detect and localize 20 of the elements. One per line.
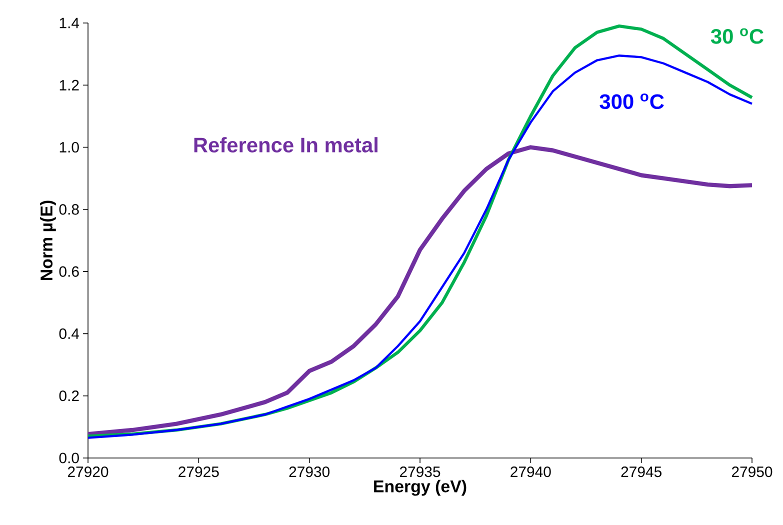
- y-tick-label: 1.0: [60, 142, 79, 153]
- x-tick-label: 27935: [400, 466, 440, 478]
- y-tick-label: 1.4: [60, 18, 80, 28]
- y-tick-label: 0.8: [59, 204, 79, 215]
- y-tick-label: 1.2: [60, 80, 79, 90]
- x-tick-label: 27950: [732, 466, 772, 478]
- y-tick-label: 0.6: [59, 266, 79, 277]
- x-tick-label: 27945: [621, 466, 662, 478]
- x-tick-label: 27920: [68, 466, 108, 478]
- series-label: 30 $^{o}$C: [710, 28, 764, 44]
- y-tick-label: 0.2: [59, 390, 79, 402]
- x-tick-label: 27930: [289, 466, 330, 478]
- y-tick-label: 0.0: [59, 452, 79, 464]
- x-tick-label: 27925: [178, 466, 219, 478]
- text: Reference In metal: [194, 137, 378, 152]
- x-axis-title: Energy (eV): [374, 480, 466, 496]
- series-label: 300 $^{o}$C: [600, 93, 664, 110]
- y-tick-label: 0.4: [59, 328, 80, 339]
- x-tick-label: 27940: [510, 466, 551, 478]
- y-axis-title: Norm µ(E): [40, 200, 56, 280]
